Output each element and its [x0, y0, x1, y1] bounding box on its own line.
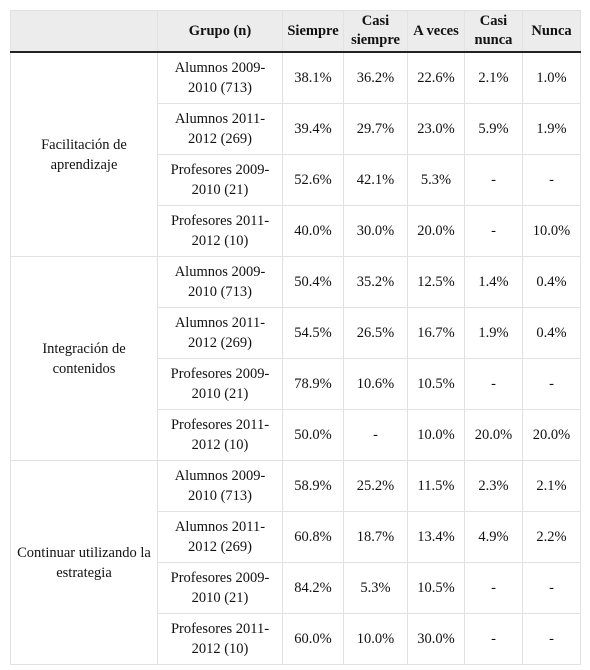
group-cell: Alumnos 2009-2010 (713)	[157, 460, 283, 512]
value-cell-nunca: 2.1%	[522, 460, 581, 512]
table-row: Continuar utilizando la estrategia Alumno…	[10, 460, 581, 665]
header-siempre: Siempre	[282, 10, 344, 53]
table-header: Grupo (n) Siempre Casi siempre A veces C…	[10, 10, 581, 53]
value-cell-casi-nunca: 4.9%	[464, 511, 523, 563]
group-cell: Profesores 2011-2012 (10)	[157, 613, 283, 665]
value-cell-a-veces: 10.0%	[407, 409, 465, 461]
group-cell: Profesores 2011-2012 (10)	[157, 409, 283, 461]
header-casi-nunca: Casi nunca	[464, 10, 523, 53]
value-cell-siempre: 39.4%	[282, 103, 344, 155]
value-cell-a-veces: 23.0%	[407, 103, 465, 155]
group-cell: Profesores 2011-2012 (10)	[157, 205, 283, 257]
header-casi-siempre: Casi siempre	[343, 10, 408, 53]
category-cell: Facilitación de aprendizaje	[10, 51, 158, 257]
group-cell: Profesores 2009-2010 (21)	[157, 562, 283, 614]
value-cell-siempre: 60.0%	[282, 613, 344, 665]
table-row: Integración de contenidos Alumnos 2009-20…	[10, 256, 581, 461]
value-cell-casi-siempre: 5.3%	[343, 562, 408, 614]
value-cell-a-veces: 10.5%	[407, 358, 465, 410]
header-group: Grupo (n)	[157, 10, 283, 53]
value-cell-casi-nunca: 20.0%	[464, 409, 523, 461]
value-cell-a-veces: 13.4%	[407, 511, 465, 563]
value-cell-a-veces: 22.6%	[407, 51, 465, 104]
value-cell-nunca: 20.0%	[522, 409, 581, 461]
table-row: Profesores 2011-2012 (10) 50.0% -10.0% 20.0…	[11, 409, 581, 461]
value-cell-casi-nunca: 2.3%	[464, 460, 523, 512]
table-row: Alumnos 2011-2012 (269) 60.8% 18.7% 13.4% 4.…	[11, 511, 581, 563]
header-row: Grupo (n) Siempre Casi siempre A veces C…	[10, 10, 581, 53]
value-cell-casi-nunca: 2.1%	[464, 51, 523, 104]
value-cell-casi-siempre: 30.0%	[343, 205, 408, 257]
value-cell-nunca: -	[522, 613, 581, 665]
table-row: Profesores 2009-2010 (21) 52.6% 42.1% 5.3% -…	[11, 154, 581, 206]
group-cell: Profesores 2009-2010 (21)	[157, 358, 283, 410]
value-cell-a-veces: 20.0%	[407, 205, 465, 257]
value-cell-casi-siempre: 35.2%	[343, 256, 408, 308]
table-row: Profesores 2011-2012 (10) 60.0% 10.0% 30.0%…	[11, 613, 581, 665]
value-cell-siempre: 40.0%	[282, 205, 344, 257]
value-cell-casi-siempre: 36.2%	[343, 51, 408, 104]
value-cell-casi-siempre: 26.5%	[343, 307, 408, 359]
table-row: Profesores 2009-2010 (21) 84.2% 5.3% 10.5% -…	[11, 562, 581, 614]
table-row: Alumnos 2011-2012 (269) 54.5% 26.5% 16.7% 1.…	[11, 307, 581, 359]
value-cell-siempre: 78.9%	[282, 358, 344, 410]
value-cell-a-veces: 16.7%	[407, 307, 465, 359]
value-cell-casi-siempre: 18.7%	[343, 511, 408, 563]
value-cell-siempre: 50.4%	[282, 256, 344, 308]
value-cell-a-veces: 11.5%	[407, 460, 465, 512]
value-cell-siempre: 84.2%	[282, 562, 344, 614]
value-cell-a-veces: 10.5%	[407, 562, 465, 614]
header-a-veces: A veces	[407, 10, 465, 53]
value-cell-siempre: 54.5%	[282, 307, 344, 359]
value-cell-casi-nunca: -	[464, 613, 523, 665]
value-cell-nunca: -	[522, 154, 581, 206]
group-cell: Alumnos 2009-2010 (713)	[157, 256, 283, 308]
value-cell-casi-siempre: 25.2%	[343, 460, 408, 512]
table-row: Facilitación de aprendizaje Alumnos 2009-…	[10, 51, 581, 257]
results-table: Grupo (n) Siempre Casi siempre A veces C…	[10, 10, 581, 665]
value-cell-casi-siempre: 29.7%	[343, 103, 408, 155]
value-cell-a-veces: 30.0%	[407, 613, 465, 665]
value-cell-casi-nunca: 1.4%	[464, 256, 523, 308]
category-cell: Continuar utilizando la estrategia	[10, 460, 158, 665]
group-cell: Alumnos 2011-2012 (269)	[157, 307, 283, 359]
value-cell-nunca: 1.9%	[522, 103, 581, 155]
group-cell: Alumnos 2009-2010 (713)	[157, 51, 283, 104]
value-cell-casi-siempre: 42.1%	[343, 154, 408, 206]
value-cell-casi-siempre: 10.0%	[343, 613, 408, 665]
value-cell-nunca: 0.4%	[522, 256, 581, 308]
value-cell-nunca: 0.4%	[522, 307, 581, 359]
value-cell-siempre: 50.0%	[282, 409, 344, 461]
category-cell: Integración de contenidos	[10, 256, 158, 461]
value-cell-nunca: 2.2%	[522, 511, 581, 563]
group-cell: Profesores 2009-2010 (21)	[157, 154, 283, 206]
value-cell-casi-nunca: -	[464, 358, 523, 410]
group-cell: Alumnos 2011-2012 (269)	[157, 511, 283, 563]
value-cell-siempre: 38.1%	[282, 51, 344, 104]
value-cell-nunca: 10.0%	[522, 205, 581, 257]
value-cell-siempre: 52.6%	[282, 154, 344, 206]
value-cell-casi-nunca: -	[464, 154, 523, 206]
table-body: Facilitación de aprendizaje Alumnos 2009-…	[10, 51, 581, 665]
group-cell: Alumnos 2011-2012 (269)	[157, 103, 283, 155]
value-cell-a-veces: 5.3%	[407, 154, 465, 206]
header-nunca: Nunca	[522, 10, 581, 53]
value-cell-siempre: 60.8%	[282, 511, 344, 563]
value-cell-siempre: 58.9%	[282, 460, 344, 512]
value-cell-casi-siempre: 10.6%	[343, 358, 408, 410]
table-row: Alumnos 2011-2012 (269) 39.4% 29.7% 23.0% 5.…	[11, 103, 581, 155]
value-cell-nunca: -	[522, 562, 581, 614]
value-cell-casi-nunca: -	[464, 562, 523, 614]
value-cell-casi-nunca: 5.9%	[464, 103, 523, 155]
table-row: Profesores 2011-2012 (10) 40.0% 30.0% 20.0%…	[11, 205, 581, 257]
value-cell-casi-nunca: -	[464, 205, 523, 257]
value-cell-nunca: 1.0%	[522, 51, 581, 104]
value-cell-casi-nunca: 1.9%	[464, 307, 523, 359]
value-cell-casi-siempre: -	[343, 409, 408, 461]
value-cell-a-veces: 12.5%	[407, 256, 465, 308]
header-blank	[10, 10, 158, 53]
value-cell-nunca: -	[522, 358, 581, 410]
